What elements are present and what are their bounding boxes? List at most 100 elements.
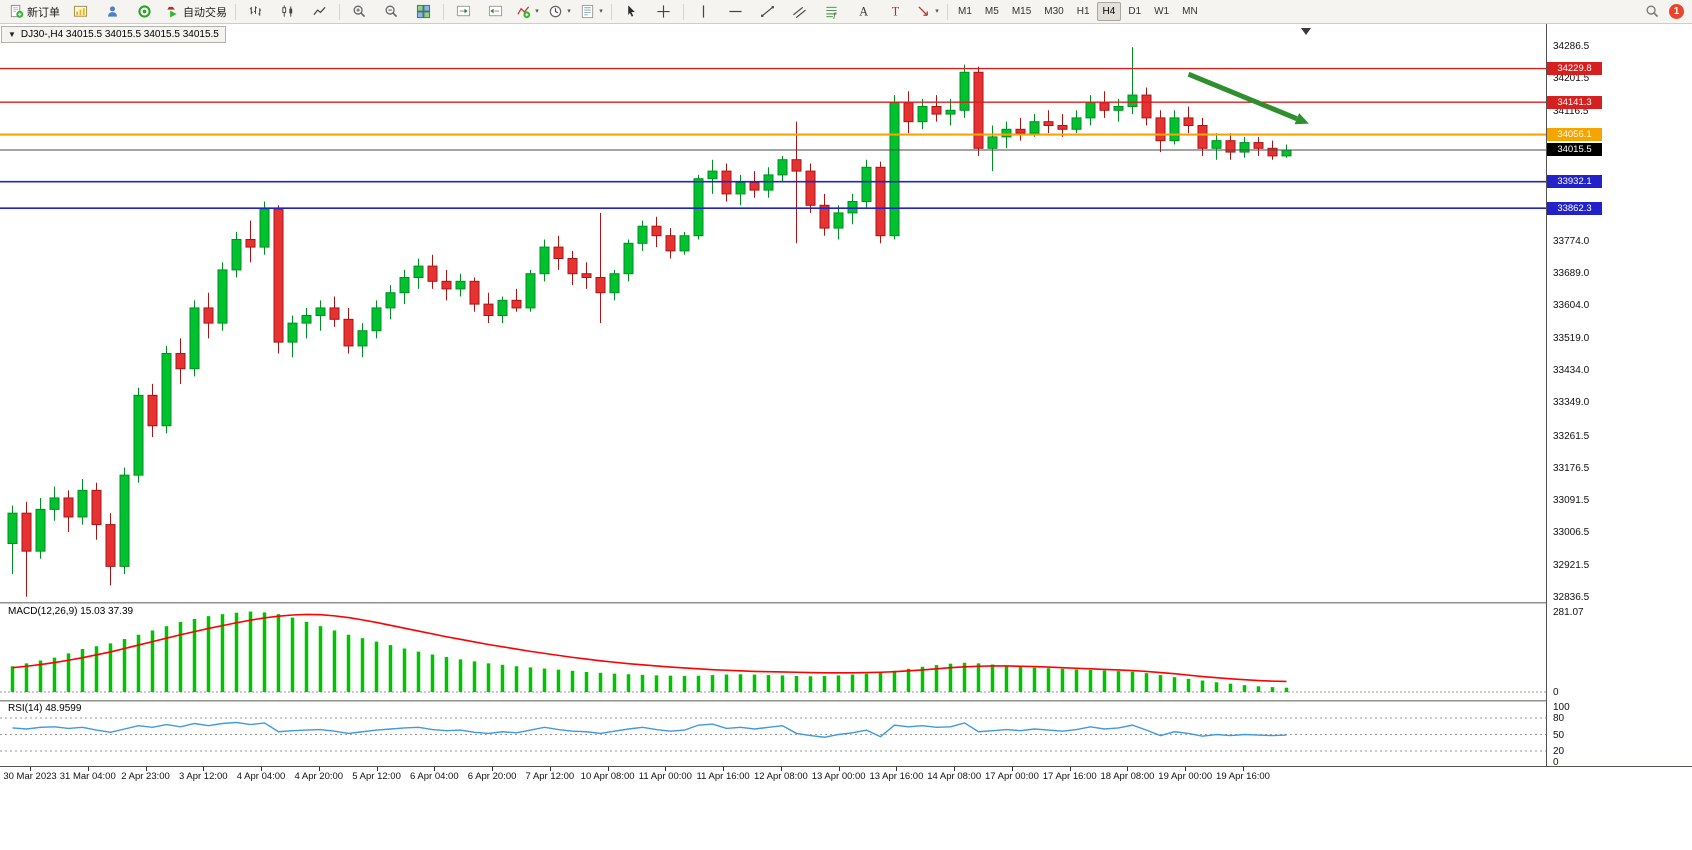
- profiles-button[interactable]: [97, 1, 128, 23]
- fibonacci-icon: f: [826, 6, 837, 19]
- bar-chart-type-icon: [249, 6, 262, 16]
- timeframe-button-M15[interactable]: M15: [1011, 6, 1032, 17]
- text-label-icon: T: [892, 5, 900, 19]
- timeframe-button-D1[interactable]: D1: [1128, 6, 1142, 17]
- time-axis-label: 30 Mar 2023: [3, 771, 57, 782]
- price-axis-label: 33519.0: [1553, 332, 1590, 344]
- time-axis-tick: [261, 767, 263, 771]
- time-axis-tick: [87, 767, 89, 771]
- price-axis-label: 33689.0: [1553, 268, 1590, 280]
- timeframe-button-M1[interactable]: M1: [958, 6, 972, 17]
- crosshair-button[interactable]: [648, 1, 679, 23]
- auto-scroll-icon: [456, 5, 471, 17]
- arrows-button[interactable]: ▾: [912, 1, 943, 23]
- time-axis-label: 19 Apr 16:00: [1216, 771, 1270, 782]
- time-axis-label: 13 Apr 00:00: [811, 771, 866, 782]
- chart-ohlc-bar[interactable]: ▼ DJ30-,H4 34015.5 34015.5 34015.5 34015…: [1, 26, 226, 43]
- vertical-line-button[interactable]: [688, 1, 719, 23]
- price-line-tag: 34015.5: [1547, 143, 1602, 157]
- toolbar-separator: [443, 3, 444, 20]
- new-order-icon: [10, 4, 24, 18]
- price-axis-label: 33091.5: [1553, 495, 1590, 507]
- panel-separator[interactable]: [0, 700, 1692, 702]
- chart-shift-marker-icon[interactable]: [1301, 28, 1311, 35]
- templates-button[interactable]: ▾: [576, 1, 607, 23]
- new-chart-button[interactable]: [65, 1, 96, 23]
- zoom-in-button[interactable]: [344, 1, 375, 23]
- time-axis-tick: [434, 767, 436, 771]
- market-button[interactable]: [129, 1, 160, 23]
- cursor-button[interactable]: [616, 1, 647, 23]
- price-axis-label: 34286.5: [1553, 40, 1590, 52]
- channel-button[interactable]: [784, 1, 815, 23]
- time-axis-tick: [1069, 767, 1071, 771]
- chart-shift-button[interactable]: [480, 1, 511, 23]
- panel-separator[interactable]: [0, 602, 1692, 604]
- price-axis-label: 34201.5: [1553, 73, 1590, 85]
- chart-menu-icon: ▼: [8, 29, 16, 39]
- profiles-icon: [108, 6, 117, 17]
- price-axis-label: 32836.5: [1553, 592, 1590, 604]
- svg-text:f: f: [833, 11, 836, 19]
- chart-shift-icon: [488, 5, 503, 17]
- trendline-button[interactable]: [752, 1, 783, 23]
- tile-windows-button[interactable]: [408, 1, 439, 23]
- horizontal-line-icon: [729, 10, 742, 13]
- line-chart-type-button[interactable]: [304, 1, 335, 23]
- timeframe-button-M5[interactable]: M5: [984, 6, 999, 17]
- line-chart-type-icon: [313, 6, 326, 16]
- notification-badge[interactable]: 1: [1669, 4, 1684, 19]
- periods-button[interactable]: ▾: [544, 1, 575, 23]
- timeframe-button-M30[interactable]: M30: [1044, 6, 1064, 17]
- time-axis[interactable]: 30 Mar 2023 31 Mar 04:00 2 Apr 23:00 3 Apr …: [0, 766, 1692, 790]
- vertical-line-icon: [702, 5, 705, 18]
- time-axis-tick: [1185, 767, 1187, 771]
- toolbar: 新订单: [0, 0, 1692, 24]
- arrow-tool-icon: [918, 6, 929, 16]
- new-order-button[interactable]: 新订单: [5, 1, 64, 23]
- macd-chart[interactable]: [0, 604, 1546, 698]
- price-line-tag: 34141.3: [1547, 95, 1602, 109]
- text-label-button[interactable]: T: [880, 1, 911, 23]
- templates-icon: [582, 4, 594, 19]
- rsi-axis-label: 100: [1553, 702, 1570, 713]
- price-axis-label: 33604.0: [1553, 300, 1590, 312]
- zoom-out-button[interactable]: [376, 1, 407, 23]
- rsi-label: RSI(14) 48.9599: [8, 703, 82, 714]
- time-axis-label: 5 Apr 12:00: [352, 771, 401, 782]
- search-button[interactable]: [1637, 1, 1668, 23]
- search-icon: [1646, 5, 1659, 18]
- time-axis-label: 17 Apr 00:00: [984, 771, 1039, 782]
- time-axis-label: 10 Apr 08:00: [580, 771, 635, 782]
- candlestick-chart[interactable]: [0, 24, 1546, 604]
- price-axis-label: 33434.0: [1553, 365, 1590, 376]
- time-axis-tick: [838, 767, 840, 771]
- bar-chart-type-button[interactable]: [240, 1, 271, 23]
- timeframe-button-H4[interactable]: H4: [1096, 2, 1122, 21]
- time-axis-tick: [549, 767, 551, 771]
- chevron-down-icon: ▾: [935, 8, 939, 15]
- price-axis[interactable]: 34286.5 34201.5 34116.5 33774.0 33689.0 33604…: [1546, 24, 1692, 768]
- autotrading-button[interactable]: 自动交易: [161, 1, 231, 23]
- crosshair-icon: [657, 5, 670, 18]
- text-button[interactable]: A: [848, 1, 879, 23]
- rsi-chart[interactable]: [0, 702, 1546, 766]
- indicators-button[interactable]: ▾: [512, 1, 543, 23]
- time-axis-label: 4 Apr 20:00: [294, 771, 344, 782]
- auto-scroll-button[interactable]: [448, 1, 479, 23]
- time-axis-label: 31 Mar 04:00: [59, 771, 116, 782]
- time-axis-tick: [30, 767, 31, 771]
- timeframe-button-H1[interactable]: H1: [1076, 6, 1090, 17]
- time-axis-label: 17 Apr 16:00: [1042, 771, 1097, 782]
- timeframe-button-MN[interactable]: MN: [1182, 6, 1198, 17]
- candlestick-type-button[interactable]: [272, 1, 303, 23]
- time-axis-label: 11 Apr 00:00: [638, 771, 692, 782]
- horizontal-line-button[interactable]: [720, 1, 751, 23]
- time-axis-tick: [203, 767, 205, 771]
- timeframe-button-W1[interactable]: W1: [1154, 6, 1170, 17]
- fibonacci-button[interactable]: f: [816, 1, 847, 23]
- rsi-axis-label: 80: [1553, 713, 1565, 724]
- new-order-label: 新订单: [27, 6, 60, 19]
- time-axis-tick: [492, 767, 494, 771]
- time-axis-label: 6 Apr 20:00: [467, 771, 517, 782]
